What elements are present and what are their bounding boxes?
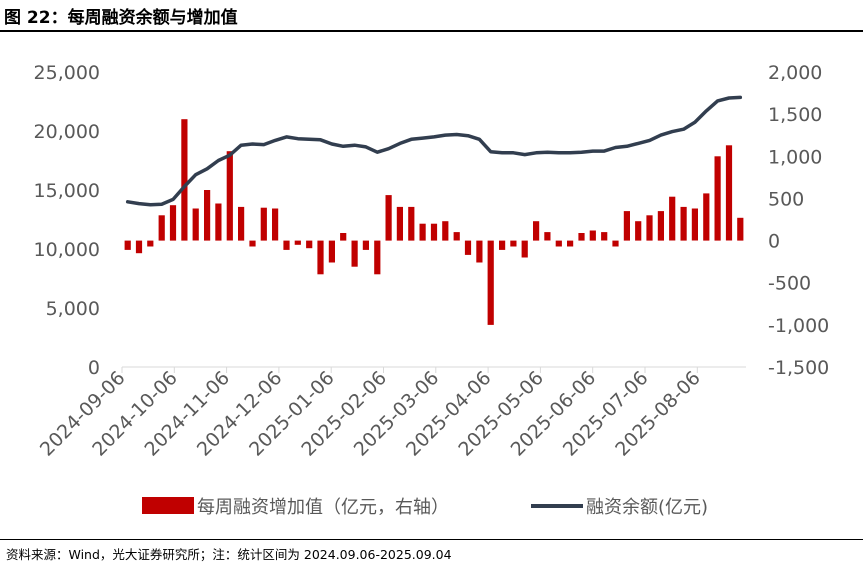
bar (657, 211, 664, 241)
bar (385, 195, 392, 241)
left-tick-label: 20,000 (34, 121, 100, 143)
bar (453, 232, 460, 241)
right-tick-label: 1,000 (768, 146, 822, 168)
bar (487, 240, 494, 325)
bar (714, 156, 721, 241)
bar (442, 221, 449, 241)
bar (635, 221, 642, 241)
figure-title: 图 22：每周融资余额与增加值 (4, 8, 238, 28)
bar (737, 217, 744, 241)
bar (646, 215, 653, 241)
bar (147, 240, 154, 247)
bar (374, 240, 381, 275)
left-tick-label: 10,000 (34, 239, 100, 261)
bar (691, 208, 698, 241)
bar (555, 240, 562, 247)
legend-bar-label: 每周融资增加值（亿元，右轴） (197, 497, 449, 518)
bar (464, 240, 472, 255)
bar (158, 215, 165, 241)
right-tick-label: -500 (768, 273, 811, 295)
bar (135, 240, 143, 254)
right-tick-label: 0 (768, 231, 780, 253)
left-axis: 0 5,000 10,000 15,000 20,000 25,000 (34, 62, 100, 379)
legend-line-label: 融资余额(亿元) (586, 497, 708, 518)
bar (430, 223, 438, 241)
right-tick-label: -1,500 (768, 357, 829, 379)
left-tick-label: 25,000 (34, 62, 100, 84)
bar (476, 240, 483, 263)
source-divider (0, 539, 863, 540)
bar (510, 240, 517, 247)
bar-series (124, 119, 744, 325)
bar (419, 223, 426, 241)
bar (669, 196, 676, 241)
bar (124, 240, 131, 250)
bar (294, 240, 301, 245)
bar (521, 240, 528, 258)
x-axis: 2024-09-062024-10-062024-11-062024-12-06… (36, 367, 705, 461)
bar (725, 145, 733, 241)
right-tick-label: 1,500 (768, 104, 822, 126)
line-series (125, 95, 743, 207)
bar (317, 240, 324, 275)
right-tick-label: 2,000 (768, 62, 822, 84)
legend-bar-swatch (142, 497, 194, 514)
bar (238, 206, 245, 241)
bar (578, 233, 585, 241)
bar (533, 221, 540, 241)
right-tick-label: 500 (768, 188, 804, 210)
bar (601, 232, 608, 241)
bar (249, 240, 256, 247)
bar (703, 193, 710, 241)
balance-line (125, 95, 743, 207)
left-tick-label: 15,000 (34, 180, 100, 202)
bar (362, 240, 369, 250)
bar (623, 211, 630, 241)
bar (567, 240, 574, 247)
bar (680, 206, 687, 241)
bar (169, 205, 177, 241)
bar (272, 208, 279, 241)
bar (260, 207, 267, 241)
title-divider (0, 30, 863, 32)
bar (408, 206, 415, 241)
bar (181, 119, 188, 241)
left-tick-label: 5,000 (46, 298, 100, 320)
bar (215, 203, 222, 241)
bar (226, 151, 233, 241)
bar (340, 233, 347, 241)
bar (499, 240, 506, 250)
bar (283, 240, 290, 250)
right-axis: -1,500 -1,000 -500 0 500 1,000 1,500 2,000 (768, 62, 829, 379)
bar (612, 240, 619, 247)
bar (351, 240, 358, 267)
right-tick-label: -1,000 (768, 315, 829, 337)
bar (544, 232, 551, 241)
legend: 每周融资增加值（亿元，右轴） 融资余额(亿元) (142, 497, 708, 518)
left-tick-label: 0 (88, 357, 100, 379)
bar (396, 206, 403, 241)
bar (204, 190, 211, 241)
source-note: 资料来源：Wind，光大证券研究所；注：统计区间为 2024.09.06-202… (6, 547, 452, 562)
bar (306, 240, 313, 249)
bar (328, 240, 335, 263)
bar (192, 208, 199, 241)
bar (589, 230, 596, 241)
